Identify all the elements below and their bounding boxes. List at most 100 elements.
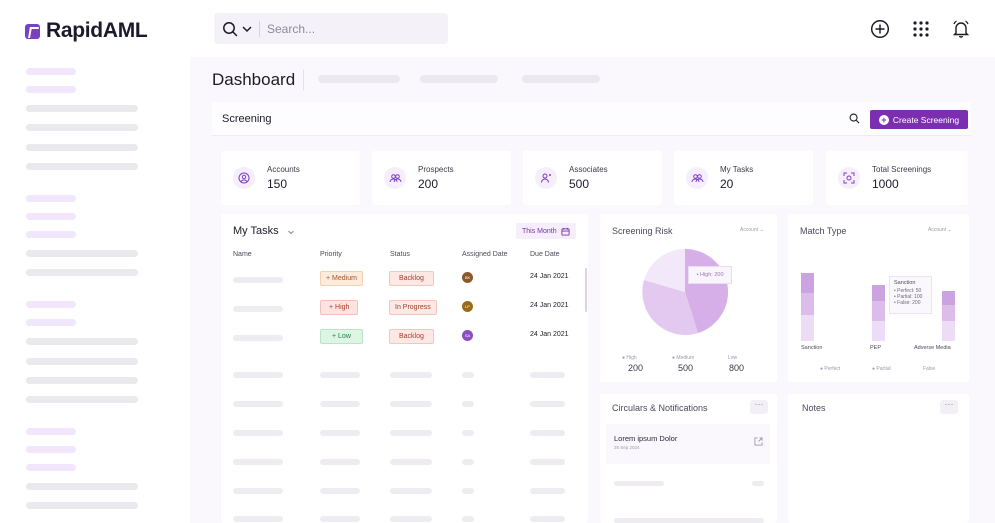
user-link-icon: [535, 167, 557, 189]
status-badge[interactable]: Backlog: [389, 329, 434, 344]
pie-slice-low[interactable]: [644, 249, 685, 292]
sidebar-skeleton[interactable]: [26, 105, 138, 112]
chevron-down-icon[interactable]: [287, 228, 295, 236]
more-icon[interactable]: ···: [940, 400, 958, 414]
sidebar-skeleton[interactable]: [26, 68, 76, 75]
avatar: BK: [462, 272, 473, 283]
tooltip-line: • Perfect: 50: [894, 288, 922, 294]
legend-label: ● Medium: [672, 355, 695, 361]
sidebar-skeleton[interactable]: [26, 269, 138, 276]
search-input[interactable]: [267, 21, 437, 36]
sidebar-skeleton[interactable]: [26, 428, 76, 435]
bar-sanction-partial[interactable]: [801, 293, 814, 315]
legend-label: ● Partial: [872, 366, 891, 372]
status-badge[interactable]: In Progress: [389, 300, 437, 315]
bar-adverse-false[interactable]: [942, 291, 955, 305]
due-date: 24 Jan 2021: [530, 302, 569, 309]
add-circle-icon[interactable]: [870, 19, 890, 39]
stat-card-prospects[interactable]: Prospects 200: [372, 151, 511, 205]
bar-adverse-partial[interactable]: [942, 305, 955, 321]
sidebar-skeleton[interactable]: [26, 338, 138, 345]
search-icon[interactable]: [222, 21, 238, 37]
skeleton-cell: [320, 459, 360, 465]
bar-sanction-false[interactable]: [801, 273, 814, 293]
stat-label: My Tasks: [720, 165, 754, 174]
my-tasks-panel: [221, 214, 588, 523]
skeleton-cell: [320, 430, 360, 436]
stat-card-my-tasks[interactable]: My Tasks 20: [674, 151, 813, 205]
sidebar-skeleton[interactable]: [26, 124, 138, 131]
bar-pep-perfect[interactable]: [872, 321, 885, 341]
stat-card-associates[interactable]: Associates 500: [523, 151, 662, 205]
skeleton-cell: [233, 430, 283, 436]
match-bar-chart[interactable]: [795, 265, 965, 345]
skeleton-cell: [462, 430, 474, 436]
bar-sanction-perfect[interactable]: [801, 315, 814, 341]
sidebar-skeleton[interactable]: [26, 446, 76, 453]
sidebar-skeleton[interactable]: [26, 464, 76, 471]
skeleton-cell: [530, 516, 565, 522]
bar-pep-partial[interactable]: [872, 301, 885, 321]
status-badge[interactable]: Backlog: [389, 271, 434, 286]
tab-skeleton[interactable]: [318, 75, 400, 83]
chevron-down-icon[interactable]: [241, 23, 253, 35]
sidebar-skeleton[interactable]: [26, 377, 138, 384]
column-header-name[interactable]: Name: [233, 251, 252, 258]
apps-grid-icon[interactable]: [911, 19, 931, 39]
bar-pep-false[interactable]: [872, 285, 885, 301]
title-divider: [303, 70, 304, 90]
bar-adverse-perfect[interactable]: [942, 321, 955, 341]
notification-item[interactable]: [606, 424, 770, 464]
risk-pie-chart[interactable]: [640, 247, 730, 337]
legend-value: 200: [628, 363, 644, 373]
skeleton-cell: [320, 488, 360, 494]
sidebar-skeleton[interactable]: [26, 250, 138, 257]
column-header-status[interactable]: Status: [390, 251, 410, 258]
create-screening-button[interactable]: + Create Screening: [870, 110, 968, 129]
external-link-icon[interactable]: [754, 437, 763, 446]
sidebar-skeleton[interactable]: [26, 195, 76, 202]
tasks-scrollbar[interactable]: [585, 268, 587, 312]
tasks-period-filter[interactable]: This Month: [516, 223, 576, 239]
sidebar-skeleton[interactable]: [26, 213, 76, 220]
screening-search-icon[interactable]: [849, 113, 860, 124]
stat-value: 20: [720, 177, 734, 191]
sidebar-skeleton[interactable]: [26, 358, 138, 365]
skeleton-cell: [462, 372, 474, 378]
stat-card-accounts[interactable]: Accounts 150: [221, 151, 360, 205]
app-logo[interactable]: RapidAML: [25, 19, 148, 43]
search-box[interactable]: [214, 13, 448, 44]
match-filter-label: Account: [928, 227, 947, 233]
tab-skeleton[interactable]: [420, 75, 498, 83]
sidebar-skeleton[interactable]: [26, 144, 138, 151]
column-header-priority[interactable]: Priority: [320, 251, 342, 258]
tab-skeleton[interactable]: [522, 75, 600, 83]
sidebar-skeleton[interactable]: [26, 163, 138, 170]
skeleton-cell: [320, 372, 360, 378]
pie-slice-medium[interactable]: [642, 280, 698, 335]
sidebar-skeleton[interactable]: [26, 301, 76, 308]
match-filter-dropdown[interactable]: Account ⌄: [928, 227, 952, 233]
column-header-due[interactable]: Due Date: [530, 251, 560, 258]
skeleton-cell: [390, 488, 432, 494]
legend-label: Low: [728, 355, 738, 361]
skeleton-cell: [390, 372, 432, 378]
tooltip-title: Sanction: [894, 280, 916, 286]
bell-icon[interactable]: [951, 19, 971, 39]
skeleton-cell: [530, 372, 565, 378]
more-icon[interactable]: ···: [750, 400, 768, 414]
sidebar-skeleton[interactable]: [26, 86, 76, 93]
user-circle-icon: [233, 167, 255, 189]
skeleton-cell: [462, 516, 474, 522]
stat-card-total-screenings[interactable]: Total Screenings 1000: [826, 151, 968, 205]
tooltip-line: • False: 200: [894, 300, 921, 306]
sidebar-skeleton[interactable]: [26, 502, 138, 509]
sidebar-skeleton[interactable]: [26, 483, 138, 490]
risk-filter-dropdown[interactable]: Account ⌄: [740, 227, 764, 233]
sidebar-skeleton[interactable]: [26, 231, 76, 238]
avatar: LP: [462, 301, 473, 312]
due-date: 24 Jan 2021: [530, 273, 569, 280]
sidebar-skeleton[interactable]: [26, 319, 76, 326]
sidebar-skeleton[interactable]: [26, 396, 138, 403]
column-header-assigned[interactable]: Assigned Date: [462, 251, 508, 258]
